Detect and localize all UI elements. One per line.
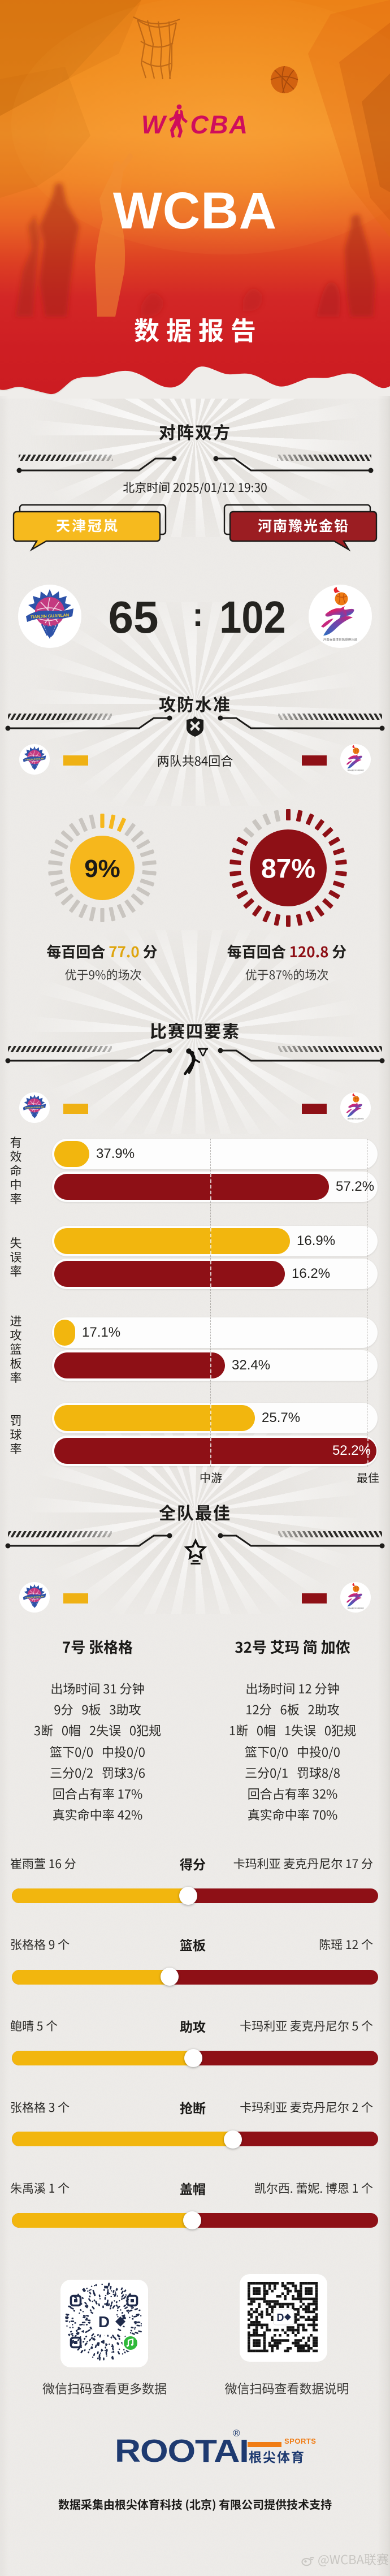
svg-text:D: D [277, 2312, 284, 2323]
svg-text:天津冠岚: 天津冠岚 [56, 515, 119, 535]
svg-text:TIANJIN GUANLAN: TIANJIN GUANLAN [30, 612, 69, 620]
svg-text:河南豫光金铅: 河南豫光金铅 [258, 515, 349, 535]
svg-text:河南垚鑫体育篮球俱乐部: 河南垚鑫体育篮球俱乐部 [347, 1607, 363, 1610]
svg-text:河南垚鑫体育篮球俱乐部: 河南垚鑫体育篮球俱乐部 [347, 1118, 363, 1120]
svg-text:河南垚鑫体育篮球俱乐部: 河南垚鑫体育篮球俱乐部 [347, 770, 363, 772]
svg-text:TIANJIN GUANLAN: TIANJIN GUANLAN [25, 1106, 44, 1109]
svg-text:TIANJIN GUANLAN: TIANJIN GUANLAN [25, 1596, 44, 1599]
svg-text:TIANJIN GUANLAN: TIANJIN GUANLAN [25, 758, 44, 761]
svg-text:河南垚鑫体育篮球俱乐部: 河南垚鑫体育篮球俱乐部 [323, 637, 358, 642]
svg-text:D: D [98, 2313, 110, 2331]
svg-text:87%: 87% [261, 854, 315, 884]
svg-text:9%: 9% [84, 855, 120, 883]
